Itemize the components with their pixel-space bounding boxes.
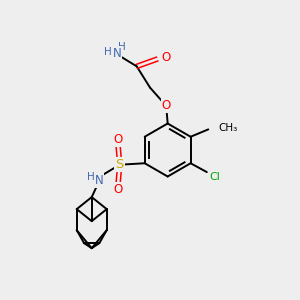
Text: H: H <box>104 47 112 57</box>
Text: CH₃: CH₃ <box>219 123 238 133</box>
Text: N: N <box>112 47 122 60</box>
Text: H: H <box>87 172 95 182</box>
Text: O: O <box>162 51 171 64</box>
Text: S: S <box>116 158 124 171</box>
Text: O: O <box>162 99 171 112</box>
Text: H: H <box>118 42 125 52</box>
Text: O: O <box>114 183 123 196</box>
Text: N: N <box>95 174 103 187</box>
Text: Cl: Cl <box>210 172 220 182</box>
Text: O: O <box>114 133 123 146</box>
